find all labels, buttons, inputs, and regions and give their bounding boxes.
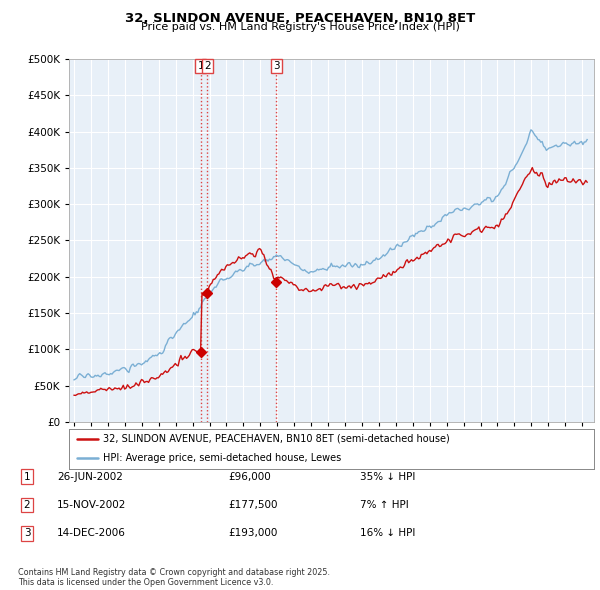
Text: 32, SLINDON AVENUE, PEACEHAVEN, BN10 8ET (semi-detached house): 32, SLINDON AVENUE, PEACEHAVEN, BN10 8ET… xyxy=(103,434,450,444)
Text: HPI: Average price, semi-detached house, Lewes: HPI: Average price, semi-detached house,… xyxy=(103,453,341,463)
Text: 1: 1 xyxy=(197,61,204,71)
Text: 2: 2 xyxy=(204,61,211,71)
Text: 2: 2 xyxy=(23,500,31,510)
Text: Price paid vs. HM Land Registry's House Price Index (HPI): Price paid vs. HM Land Registry's House … xyxy=(140,22,460,32)
Text: 35% ↓ HPI: 35% ↓ HPI xyxy=(360,472,415,481)
Text: 7% ↑ HPI: 7% ↑ HPI xyxy=(360,500,409,510)
Text: £193,000: £193,000 xyxy=(228,529,277,538)
Text: 15-NOV-2002: 15-NOV-2002 xyxy=(57,500,127,510)
Text: 14-DEC-2006: 14-DEC-2006 xyxy=(57,529,126,538)
Text: £96,000: £96,000 xyxy=(228,472,271,481)
Text: 3: 3 xyxy=(23,529,31,538)
Text: 26-JUN-2002: 26-JUN-2002 xyxy=(57,472,123,481)
Text: 16% ↓ HPI: 16% ↓ HPI xyxy=(360,529,415,538)
Text: 32, SLINDON AVENUE, PEACEHAVEN, BN10 8ET: 32, SLINDON AVENUE, PEACEHAVEN, BN10 8ET xyxy=(125,12,475,25)
Text: Contains HM Land Registry data © Crown copyright and database right 2025.
This d: Contains HM Land Registry data © Crown c… xyxy=(18,568,330,587)
Text: 1: 1 xyxy=(23,472,31,481)
Text: £177,500: £177,500 xyxy=(228,500,277,510)
Text: 3: 3 xyxy=(273,61,280,71)
